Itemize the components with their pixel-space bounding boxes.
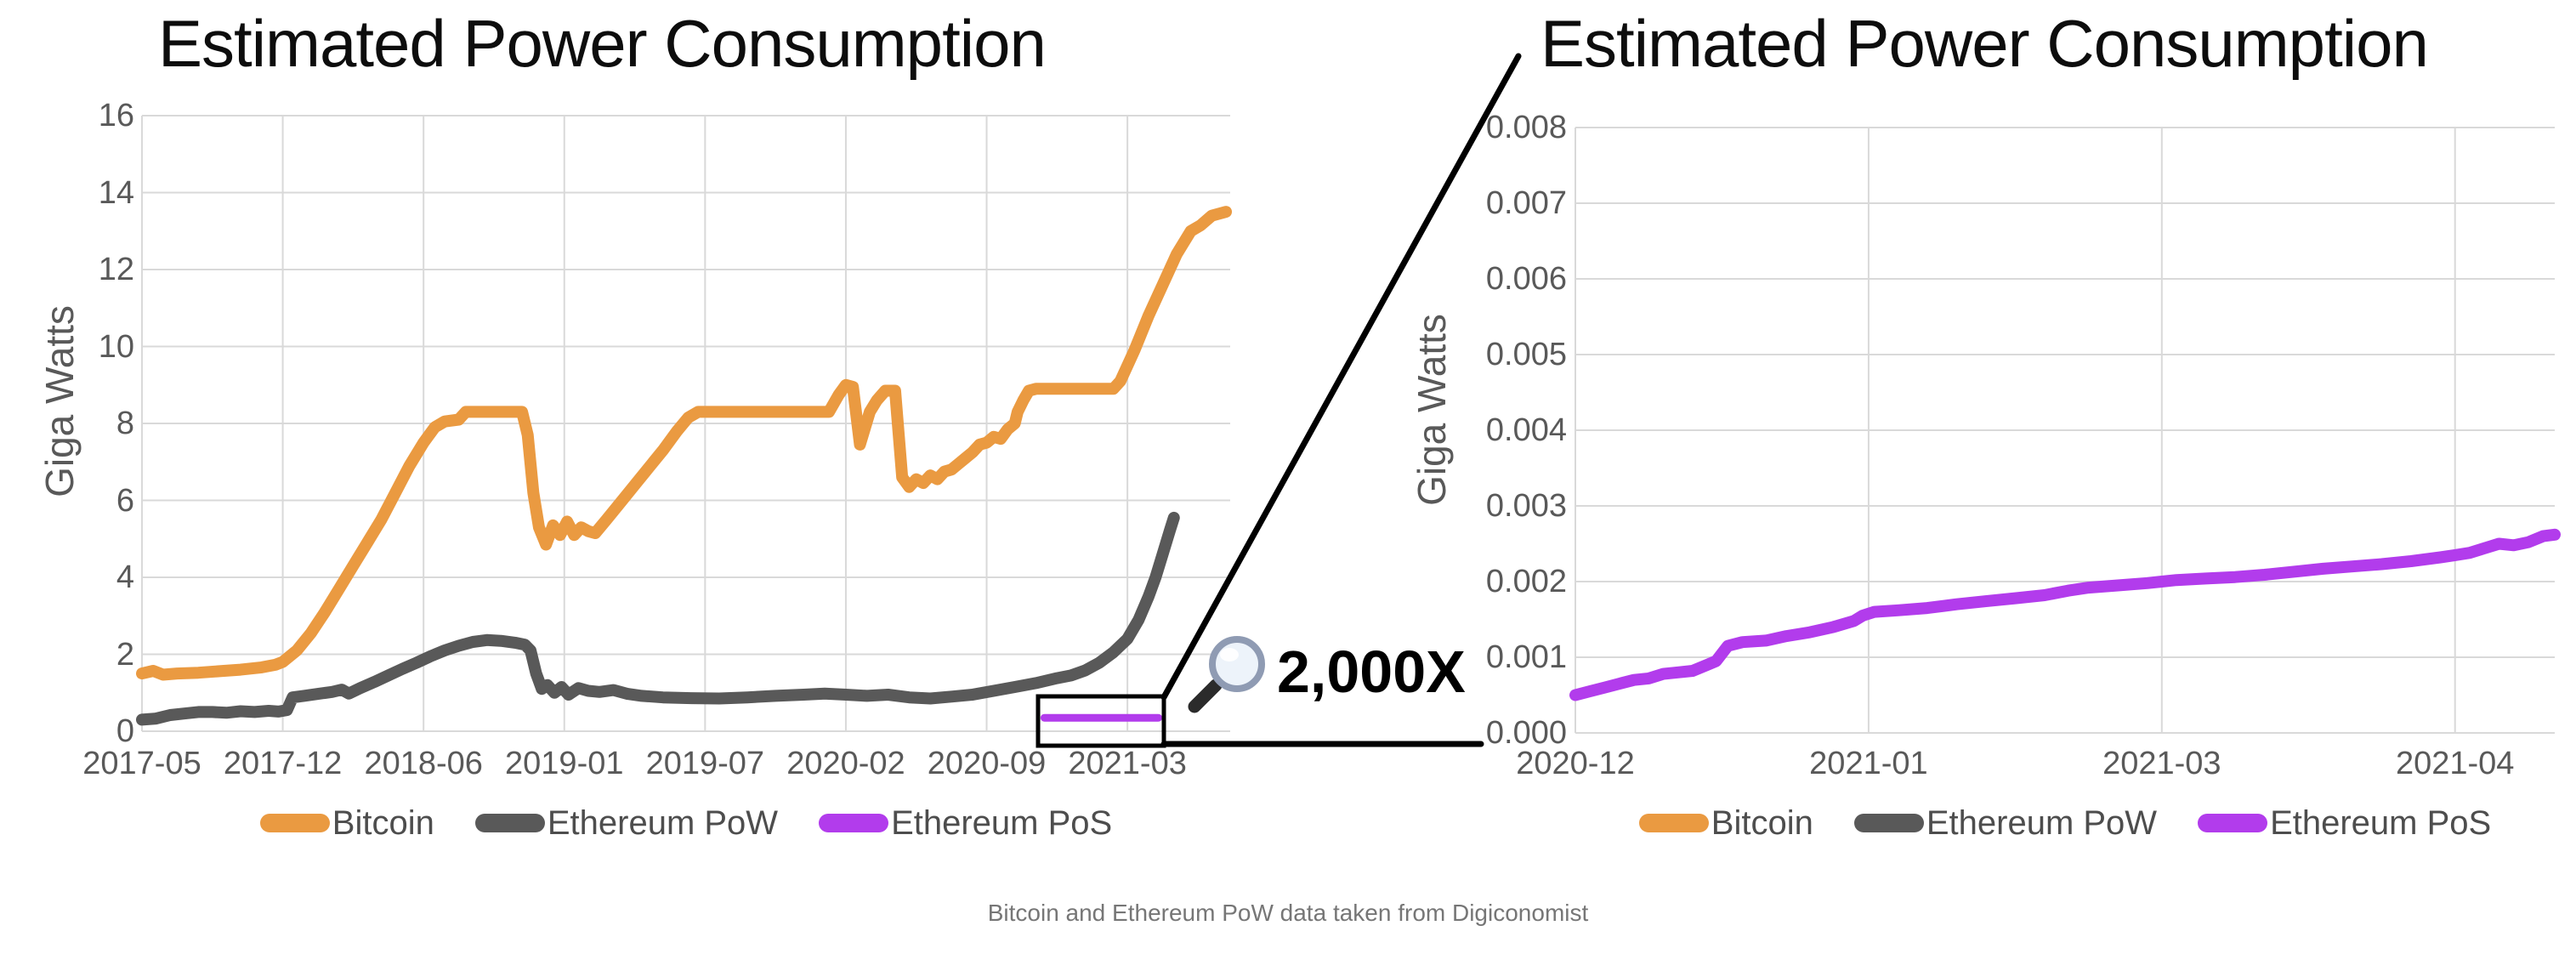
- y-tick-label: 10: [98, 328, 134, 365]
- x-tick-label: 2020-09: [927, 746, 1047, 781]
- right-legend: Bitcoin Ethereum PoW Ethereum PoS: [1575, 803, 2555, 843]
- y-tick-label: 6: [116, 482, 134, 519]
- y-tick-label: 0.003: [1485, 488, 1567, 524]
- y-tick-label: 0.001: [1485, 639, 1567, 675]
- ethereum-pos-line: [1569, 528, 2561, 701]
- y-tick-label: 0.007: [1485, 185, 1567, 221]
- gridlines: [1575, 127, 2555, 734]
- x-tick-label: 2017-05: [82, 746, 201, 781]
- y-tick-label: 12: [98, 252, 134, 287]
- zoom-annotation: [1036, 53, 1522, 748]
- x-tick-label: 2021-01: [1809, 746, 1928, 781]
- legend-label: Bitcoin: [332, 803, 434, 842]
- left-legend: Bitcoin Ethereum PoW Ethereum PoS: [142, 803, 1230, 843]
- x-tick-label: 2021-04: [2395, 746, 2515, 781]
- legend-item-bitcoin: Bitcoin: [1638, 803, 1813, 843]
- ethereum-pow-line-swatch-icon: [474, 814, 545, 832]
- x-tick-label: 2018-06: [364, 746, 483, 781]
- legend-label: Ethereum PoS: [2270, 803, 2492, 842]
- magnifying-glass-icon: [1188, 636, 1265, 713]
- magnification-label: 2,000X: [1277, 639, 1466, 705]
- legend-item-ethereum-pos: Ethereum PoS: [819, 804, 1112, 843]
- right-chart-title: Estimated Power Consumption: [1540, 6, 2429, 81]
- y-tick-label: 8: [116, 406, 134, 441]
- bitcoin-line-swatch-icon: [259, 814, 330, 832]
- legend-item-ethereum-pos: Ethereum PoS: [2198, 804, 2491, 843]
- y-tick-label: 0: [116, 713, 134, 749]
- y-tick-label: 4: [116, 559, 134, 595]
- y-tick-label: 0.004: [1485, 412, 1567, 448]
- y-tick-label: 0.002: [1485, 564, 1567, 599]
- x-tick-label: 2021-03: [1068, 746, 1187, 781]
- left-chart-title: Estimated Power Consumption: [158, 6, 1047, 81]
- zoom-callout-upper-line: [1160, 53, 1522, 701]
- ethereum-pos-line-swatch-icon: [819, 814, 889, 832]
- legend-item-ethereum-pow: Ethereum PoW: [1853, 803, 2158, 843]
- zoom-region-box: [1036, 694, 1166, 748]
- ethereum-pow-line: [136, 511, 1180, 726]
- ethereum-pos-line-swatch-icon: [2198, 814, 2268, 832]
- y-tick-label: 0.006: [1485, 261, 1567, 297]
- figure-caption: Bitcoin and Ethereum PoW data taken from…: [987, 900, 1589, 926]
- x-tick-label: 2017-12: [223, 746, 343, 781]
- y-tick-label: 14: [98, 174, 134, 211]
- y-tick-label: 0.000: [1485, 715, 1567, 751]
- legend-label: Ethereum PoS: [891, 803, 1113, 842]
- x-tick-label: 2020-02: [786, 746, 905, 781]
- y-tick-label: 16: [98, 98, 134, 133]
- x-tick-label: 2021-03: [2102, 746, 2221, 781]
- y-tick-label: 0.005: [1485, 337, 1567, 372]
- legend-label: Ethereum PoW: [547, 803, 779, 842]
- legend-label: Ethereum PoW: [1926, 803, 2158, 842]
- legend-item-ethereum-pow: Ethereum PoW: [474, 803, 779, 843]
- y-tick-label: 2: [116, 636, 134, 673]
- bitcoin-line: [136, 206, 1233, 681]
- x-tick-label: 2020-12: [1516, 746, 1635, 781]
- legend-item-bitcoin: Bitcoin: [259, 803, 434, 843]
- ethereum-pow-line-swatch-icon: [1853, 814, 1924, 832]
- x-tick-label: 2019-07: [645, 746, 765, 781]
- y-tick-label: 0.008: [1485, 110, 1567, 145]
- x-tick-label: 2019-01: [505, 746, 624, 781]
- legend-label: Bitcoin: [1711, 803, 1813, 842]
- bitcoin-line-swatch-icon: [1638, 814, 1709, 832]
